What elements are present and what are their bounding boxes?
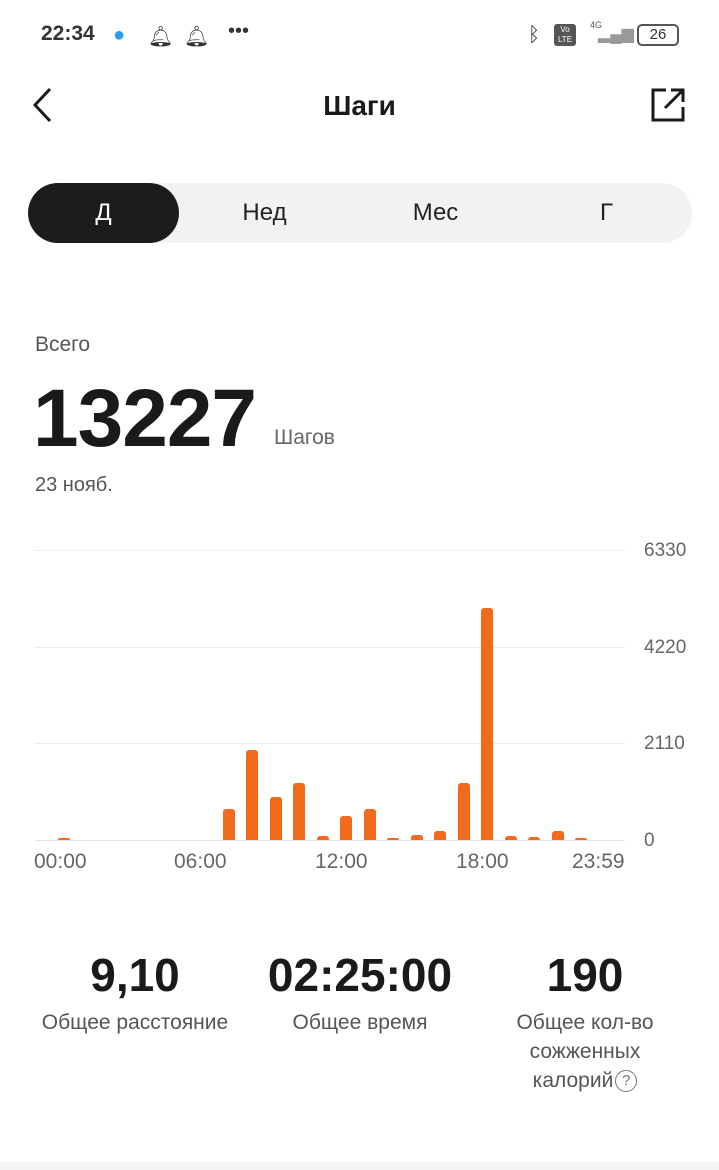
calories-label: Общее кол-во сожженных калорий <box>516 1011 654 1092</box>
status-time: 22:34 <box>41 22 95 45</box>
bar-hour-22 <box>575 837 587 840</box>
bar-hour-14 <box>387 838 399 840</box>
battery-icon: 26 <box>637 24 679 46</box>
network-label: 4G <box>590 20 603 30</box>
bar-hour-8 <box>246 749 258 840</box>
calories-value: 190 <box>546 949 624 1001</box>
gridline <box>35 647 625 648</box>
signal-icon: ▂▄▆ <box>598 26 634 43</box>
time-value: 02:25:00 <box>267 949 453 1001</box>
baseline <box>35 840 625 841</box>
tab-week[interactable]: Нед <box>242 199 287 226</box>
x-tick-label: 00:00 <box>34 850 87 873</box>
distance-value: 9,10 <box>90 949 180 1001</box>
more-icon: ••• <box>228 20 250 42</box>
bell-icon: 🔔︎ <box>148 26 174 48</box>
stat-distance: 9,10 Общее расстояние <box>20 948 250 1037</box>
bluetooth-icon: ᛒ <box>528 24 540 46</box>
bar-hour-13 <box>363 808 376 840</box>
tab-day[interactable]: Д <box>28 183 179 243</box>
y-tick-label: 2110 <box>644 733 685 754</box>
steps-unit: Шагов <box>274 426 335 449</box>
bar-hour-18 <box>481 608 493 840</box>
bar-hour-10 <box>293 783 305 840</box>
page-title: Шаги <box>323 90 396 121</box>
bar-hour-11 <box>316 836 329 840</box>
bottom-edge <box>0 1162 719 1170</box>
bar-hour-0 <box>58 838 70 840</box>
distance-label: Общее расстояние <box>41 1011 229 1034</box>
y-tick-label: 6330 <box>644 540 687 561</box>
gridline <box>35 743 625 744</box>
bar-hour-19 <box>504 836 517 840</box>
period-tabs: Д Нед Мес Г <box>28 183 692 243</box>
share-button[interactable] <box>650 87 686 128</box>
bar-hour-21 <box>551 830 564 840</box>
total-label: Всего <box>35 333 91 356</box>
stat-time: 02:25:00 Общее время <box>245 948 475 1037</box>
bar-hour-15 <box>410 834 423 840</box>
date-label: 23 нояб. <box>35 474 113 496</box>
bar-hour-17 <box>457 782 470 840</box>
bar-hour-9 <box>269 796 282 840</box>
status-bar: 22:34 ● 🔔︎ 🔔︎ ••• ᛒ Vo LTE 4G ▂▄▆ 26 <box>0 0 719 70</box>
tab-month[interactable]: Мес <box>412 199 459 226</box>
total-steps: 13227 <box>33 373 257 464</box>
bell-icon: 🔔︎ <box>184 26 210 48</box>
tab-year[interactable]: Г <box>600 199 613 226</box>
gridline <box>35 550 625 551</box>
y-tick-label: 0 <box>644 830 655 851</box>
external-link-icon <box>651 88 685 122</box>
x-tick-label: 06:00 <box>174 850 227 873</box>
bar-hour-12 <box>340 815 352 840</box>
y-tick-label: 4220 <box>644 637 687 658</box>
back-button[interactable] <box>30 86 56 129</box>
bar-hour-7 <box>222 809 235 840</box>
stat-calories: 190 Общее кол-во сожженных калорий? <box>470 948 700 1095</box>
time-label: Общее время <box>292 1011 428 1034</box>
browser-icon: ● <box>113 24 126 46</box>
x-tick-label: 23:59 <box>572 850 625 873</box>
bar-hour-16 <box>434 831 446 840</box>
chevron-left-icon <box>32 87 52 123</box>
bar-hour-20 <box>528 836 540 840</box>
volte-icon: Vo LTE <box>554 24 576 46</box>
question-circle-icon[interactable]: ? <box>615 1070 638 1093</box>
x-tick-label: 12:00 <box>315 850 368 873</box>
x-tick-label: 18:00 <box>456 850 509 873</box>
